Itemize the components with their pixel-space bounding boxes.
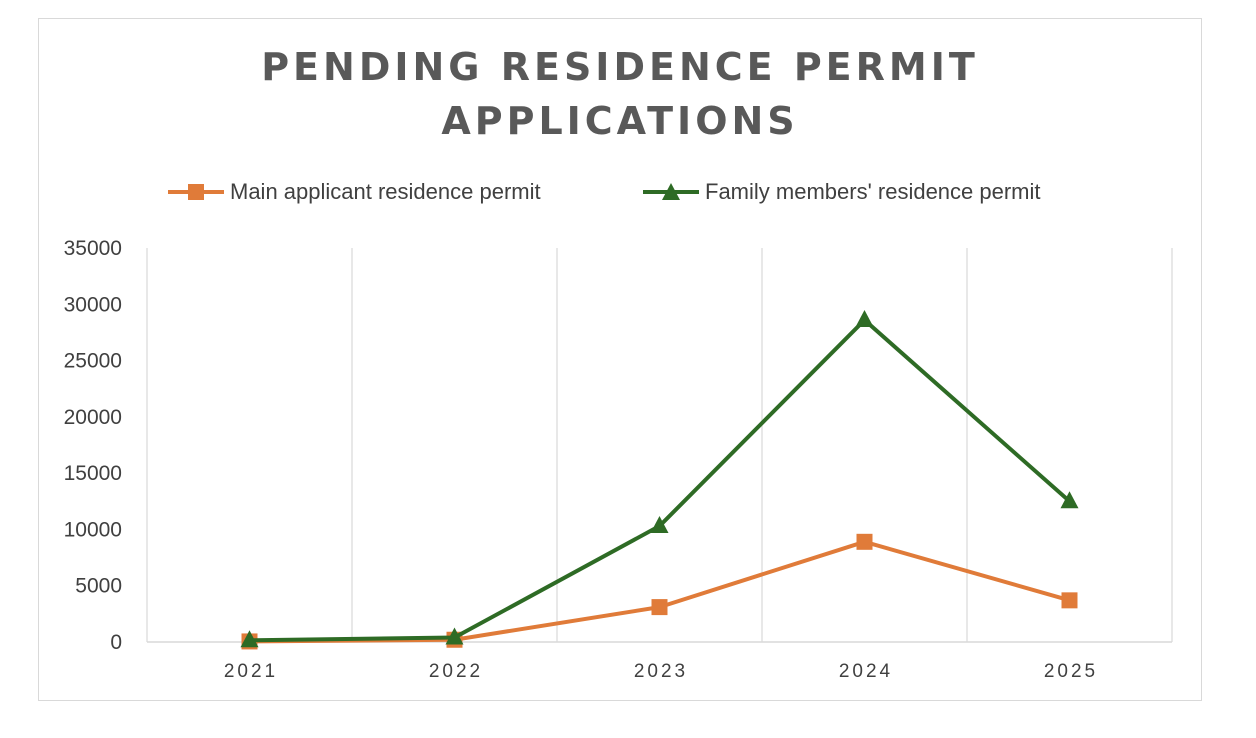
data-point-square (651, 599, 668, 616)
data-point-triangle (445, 627, 464, 645)
data-point-triangle (650, 516, 669, 534)
chart-frame (38, 18, 1202, 701)
series-line (249, 318, 1071, 643)
x-tick-label: 2025 (1044, 661, 1098, 682)
chart-title-line-2: APPLICATIONS (441, 99, 798, 143)
data-point-triangle (855, 310, 874, 328)
chart-legend: Main applicant residence permit Family m… (168, 179, 1041, 204)
legend-entry-main-applicant: Main applicant residence permit (168, 179, 541, 204)
legend-label-main-applicant: Main applicant residence permit (230, 179, 541, 204)
y-tick-label: 5000 (75, 575, 122, 598)
y-tick-label: 30000 (64, 293, 122, 316)
series-line (249, 539, 1071, 644)
x-tick-label: 2024 (839, 661, 893, 682)
data-point-triangle (1060, 491, 1079, 509)
data-point-square (1061, 592, 1078, 609)
series (240, 310, 1079, 650)
series-family-members (240, 310, 1079, 648)
chart-title: PENDING RESIDENCE PERMIT APPLICATIONS (261, 45, 979, 143)
y-tick-label: 0 (110, 631, 122, 654)
legend-square-marker (188, 184, 204, 200)
legend-entry-family-members: Family members' residence permit (643, 179, 1041, 204)
y-tick-label: 35000 (64, 237, 122, 260)
data-point-triangle (240, 630, 259, 648)
y-tick-label: 10000 (64, 518, 122, 541)
data-point-square (856, 533, 873, 550)
y-tick-label: 25000 (64, 350, 122, 373)
legend-label-family-members: Family members' residence permit (705, 179, 1041, 204)
gridlines (146, 248, 1173, 642)
y-tick-label: 15000 (64, 462, 122, 485)
x-tick-label: 2023 (634, 661, 688, 682)
legend-triangle-marker (662, 183, 680, 200)
x-tick-label: 2022 (429, 661, 483, 682)
x-tick-label: 2021 (224, 661, 278, 682)
y-tick-label: 20000 (64, 406, 122, 429)
chart-title-line-1: PENDING RESIDENCE PERMIT (261, 45, 979, 89)
series-main-applicant (241, 533, 1078, 650)
